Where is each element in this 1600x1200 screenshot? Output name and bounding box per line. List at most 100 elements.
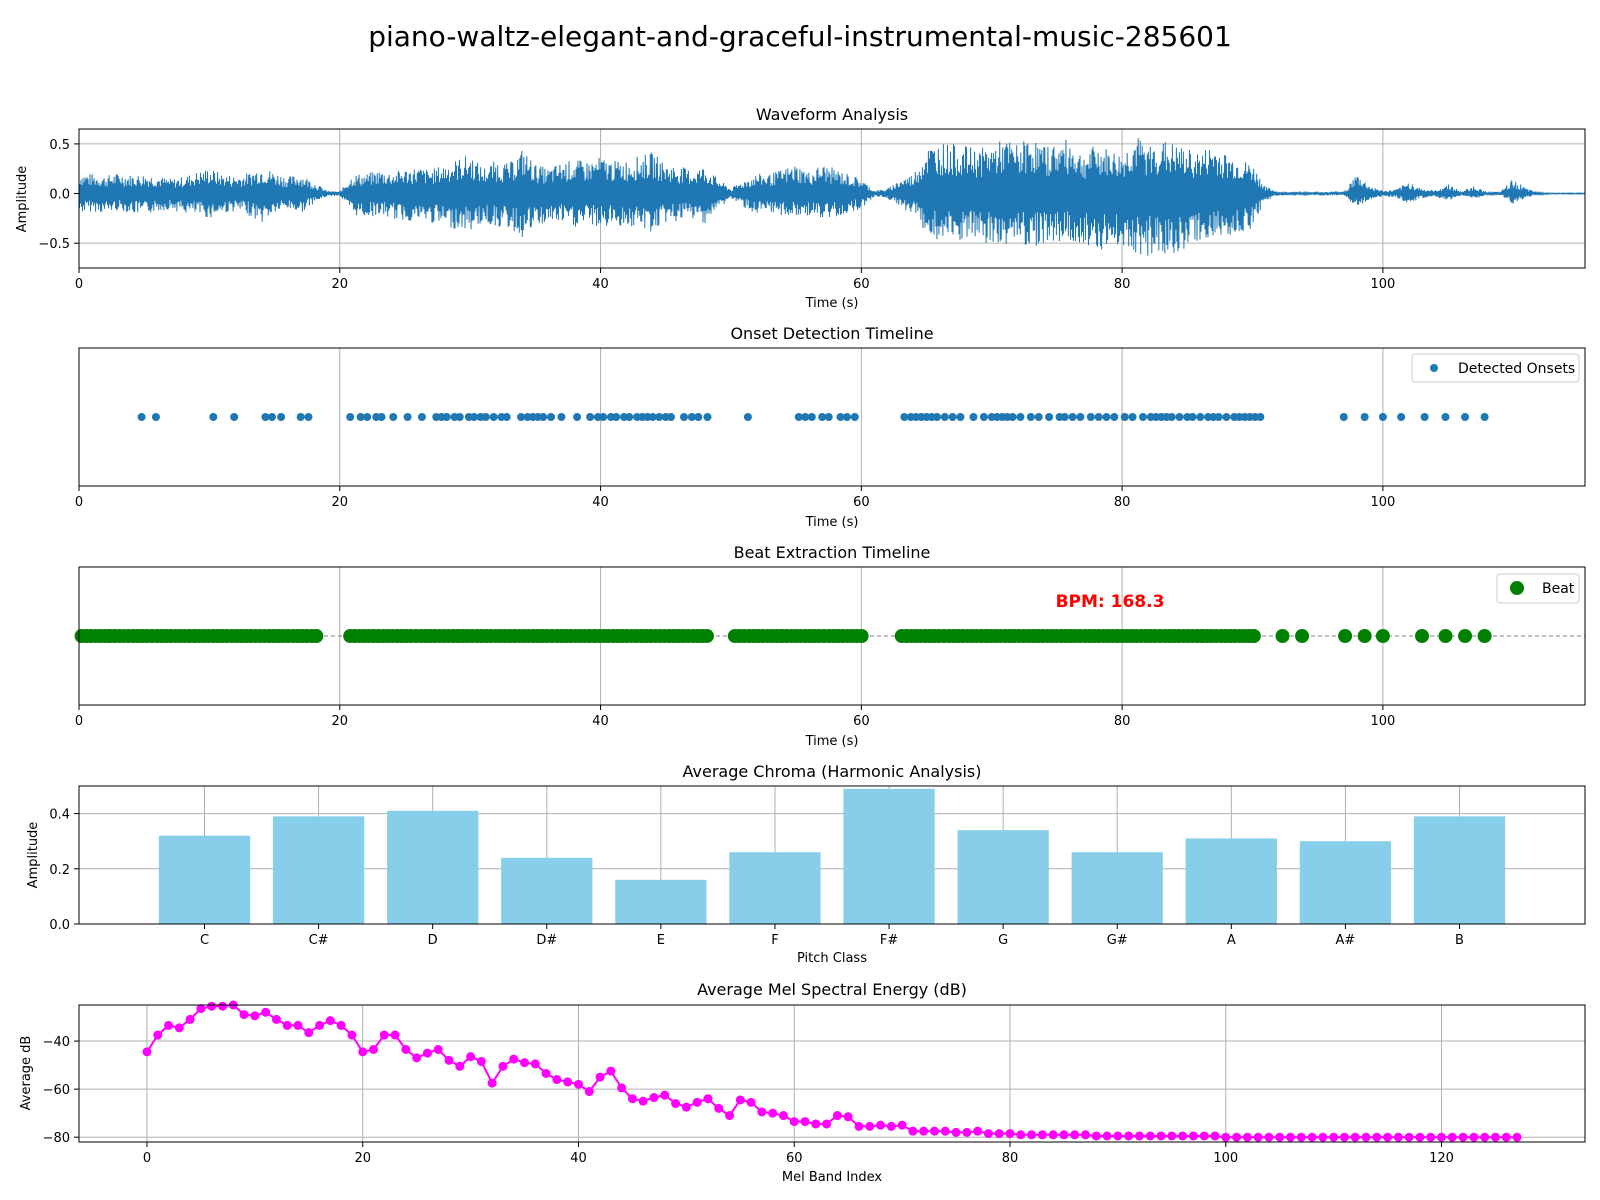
waveform-trace bbox=[78, 138, 1586, 256]
mel-point bbox=[1016, 1130, 1026, 1140]
mel-point bbox=[746, 1097, 756, 1107]
onset-point bbox=[1397, 413, 1406, 421]
chroma-bar bbox=[615, 879, 707, 924]
mel-point bbox=[153, 1030, 163, 1040]
onset-point bbox=[1196, 413, 1205, 421]
mel-point bbox=[1275, 1132, 1285, 1142]
mel-point bbox=[595, 1072, 605, 1082]
mel-point bbox=[174, 1023, 184, 1033]
onset-point bbox=[687, 413, 696, 421]
onset-point bbox=[979, 413, 988, 421]
mel-point bbox=[325, 1016, 335, 1026]
mel-point bbox=[584, 1087, 594, 1097]
onset-point bbox=[470, 413, 479, 421]
onset-point bbox=[417, 413, 426, 421]
mel-point bbox=[714, 1103, 724, 1113]
mel-point bbox=[1081, 1130, 1091, 1140]
mel-point bbox=[757, 1107, 767, 1117]
onset-point bbox=[137, 413, 146, 421]
mel-point bbox=[865, 1121, 875, 1131]
mel-point bbox=[735, 1095, 745, 1105]
onset-point bbox=[1188, 413, 1197, 421]
onset-point bbox=[377, 413, 386, 421]
onset-title: Onset Detection Timeline bbox=[730, 324, 933, 343]
onset-point bbox=[363, 413, 372, 421]
mel-axes-frame bbox=[78, 1004, 1586, 1143]
onset-point bbox=[612, 413, 621, 421]
mel-point bbox=[1339, 1132, 1349, 1142]
onset-point bbox=[801, 413, 810, 421]
onset-point bbox=[1222, 413, 1231, 421]
mel-point bbox=[1501, 1132, 1511, 1142]
waveform-title: Waveform Analysis bbox=[756, 105, 908, 124]
mel-point bbox=[1264, 1132, 1274, 1142]
chroma-xtick-label: G# bbox=[1107, 933, 1128, 948]
onset-point bbox=[836, 413, 845, 421]
mel-point bbox=[1188, 1131, 1198, 1141]
mel-point bbox=[520, 1058, 530, 1068]
onset-point bbox=[1120, 413, 1129, 421]
mel-point bbox=[1005, 1129, 1015, 1139]
waveform-ytick-label: −0.5 bbox=[38, 237, 70, 252]
beat-point bbox=[1246, 629, 1261, 643]
mel-point bbox=[1178, 1131, 1188, 1141]
chroma-axes-frame bbox=[78, 785, 1586, 925]
onset-point bbox=[599, 413, 608, 421]
mel-point bbox=[358, 1047, 368, 1057]
mel-point bbox=[1199, 1131, 1209, 1141]
mel-point bbox=[789, 1117, 799, 1127]
mel-point bbox=[606, 1066, 616, 1076]
mel-point bbox=[1059, 1130, 1069, 1140]
onset-point bbox=[547, 413, 556, 421]
mel-point bbox=[1070, 1130, 1080, 1140]
mel-point bbox=[940, 1126, 950, 1136]
mel-point bbox=[1383, 1132, 1393, 1142]
mel-point bbox=[1426, 1132, 1436, 1142]
mel-point bbox=[1253, 1132, 1263, 1142]
mel-point bbox=[1037, 1130, 1047, 1140]
mel-point bbox=[1512, 1132, 1522, 1142]
onset-point bbox=[1110, 413, 1119, 421]
onset-point bbox=[557, 413, 566, 421]
beat-point bbox=[1275, 629, 1290, 643]
mel-point bbox=[725, 1111, 735, 1121]
mel-point bbox=[271, 1014, 281, 1024]
mel-point bbox=[250, 1011, 260, 1021]
mel-point bbox=[1318, 1132, 1328, 1142]
onset-point bbox=[625, 413, 634, 421]
mel-point bbox=[617, 1083, 627, 1093]
mel-panel: Average Mel Spectral Energy (dB) 0 20 40 60… bbox=[19, 980, 1586, 1185]
chroma-bar bbox=[1299, 841, 1392, 924]
onset-xtick-label: 0 bbox=[75, 495, 83, 510]
onset-point bbox=[151, 413, 160, 421]
mel-point bbox=[487, 1078, 497, 1088]
chroma-xtick-label: F# bbox=[880, 933, 898, 948]
mel-point bbox=[886, 1121, 896, 1131]
onset-point bbox=[694, 413, 703, 421]
onset-legend-label: Detected Onsets bbox=[1458, 361, 1575, 377]
mel-point bbox=[854, 1121, 864, 1131]
onset-point bbox=[1026, 413, 1035, 421]
onset-point bbox=[517, 413, 526, 421]
onset-point bbox=[1256, 413, 1265, 421]
onset-point bbox=[1214, 413, 1223, 421]
onset-xtick-label: 20 bbox=[332, 495, 349, 510]
chroma-bar bbox=[1413, 816, 1506, 924]
mel-xtick-label: 120 bbox=[1429, 1151, 1454, 1166]
onset-point bbox=[940, 413, 949, 421]
chroma-xtick-label: C bbox=[200, 933, 209, 948]
chroma-ytick-label: 0.2 bbox=[49, 863, 70, 878]
mel-point bbox=[530, 1059, 540, 1069]
waveform-panel: Waveform Analysis 0 20 40 60 80 100 −0.5 0.0 0.5… bbox=[15, 105, 1586, 311]
mel-point bbox=[973, 1126, 983, 1136]
onset-point bbox=[586, 413, 595, 421]
mel-point bbox=[962, 1127, 972, 1137]
mel-point bbox=[142, 1047, 152, 1057]
mel-point bbox=[1113, 1131, 1123, 1141]
onset-point bbox=[356, 413, 365, 421]
mel-point bbox=[390, 1030, 400, 1040]
onset-point bbox=[648, 413, 657, 421]
onset-point bbox=[1086, 413, 1095, 421]
onset-point bbox=[1461, 413, 1470, 421]
mel-xtick-label: 20 bbox=[354, 1151, 371, 1166]
